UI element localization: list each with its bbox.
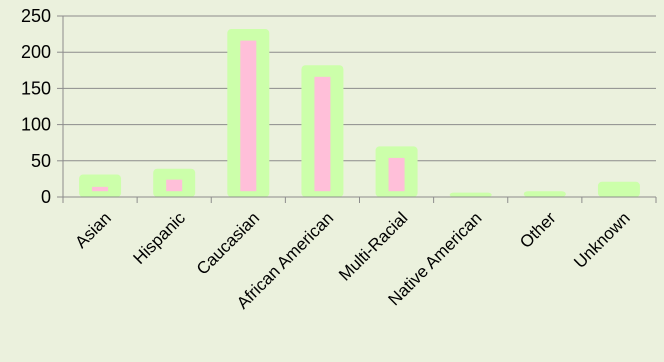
axes: [57, 15, 657, 203]
y-tick-label-200: 200: [21, 42, 51, 62]
y-tick-label-150: 150: [21, 78, 51, 98]
bar-outer-unknown: [597, 181, 640, 197]
y-tick-labels: 0 50 100 150 200 250: [21, 6, 51, 207]
bar-inner-caucasian: [240, 40, 257, 192]
y-tick-label-0: 0: [41, 187, 51, 207]
gridlines: [63, 15, 656, 162]
bar-inner-asian: [92, 186, 109, 192]
bar-outer-native-american: [449, 192, 492, 197]
bar-inner-multi-racial: [388, 157, 405, 192]
bar-outer-asian: [79, 174, 122, 197]
x-category-label-unknown: Unknown: [570, 208, 634, 272]
x-category-label-asian: Asian: [71, 208, 115, 252]
bar-inner-african-american: [314, 76, 331, 192]
y-tick-label-50: 50: [31, 151, 51, 171]
bar-outer-other: [523, 191, 566, 197]
x-category-label-other: Other: [516, 208, 560, 252]
x-category-label-multi-racial: Multi-Racial: [335, 208, 411, 284]
y-tick-label-100: 100: [21, 115, 51, 135]
x-category-label-hispanic: Hispanic: [129, 208, 189, 268]
bars: [79, 29, 640, 198]
bar-inner-hispanic: [166, 179, 183, 192]
y-tick-label-250: 250: [21, 6, 51, 26]
x-category-label-caucasian: Caucasian: [193, 208, 263, 278]
